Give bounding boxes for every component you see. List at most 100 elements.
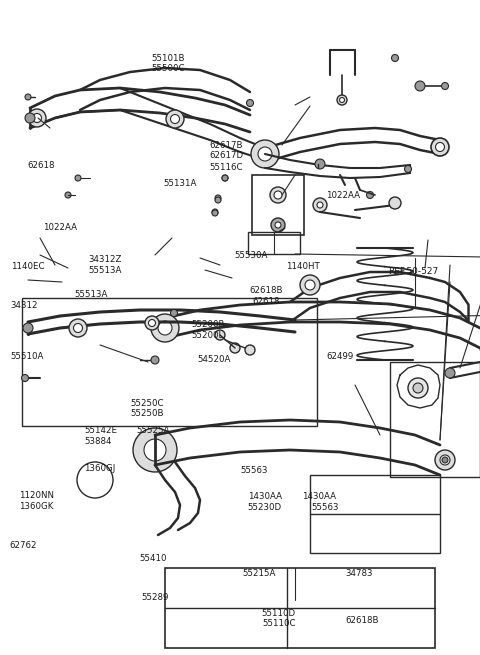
Text: 1022AA: 1022AA (43, 223, 77, 233)
Text: 1120NN: 1120NN (19, 491, 54, 500)
Text: 54520A: 54520A (198, 355, 231, 364)
Circle shape (270, 187, 286, 203)
Text: 55289: 55289 (142, 593, 169, 602)
Circle shape (442, 457, 448, 463)
Bar (310, 475, 440, 553)
Circle shape (317, 202, 323, 208)
Circle shape (251, 140, 279, 168)
Text: 55563: 55563 (240, 466, 267, 475)
Circle shape (23, 323, 33, 333)
Circle shape (170, 115, 180, 124)
Text: 55101B
55500C: 55101B 55500C (151, 54, 185, 73)
Text: 1430AA: 1430AA (248, 492, 282, 501)
Text: 1140EC: 1140EC (11, 262, 44, 271)
Circle shape (151, 356, 159, 364)
Circle shape (389, 197, 401, 209)
Text: 55510A: 55510A (11, 352, 44, 362)
Text: 55215A: 55215A (242, 569, 276, 578)
Circle shape (275, 222, 281, 228)
Circle shape (28, 109, 46, 127)
Text: 1360GK: 1360GK (19, 502, 54, 511)
Text: 34312Z: 34312Z (89, 255, 122, 264)
Circle shape (315, 159, 325, 169)
Circle shape (300, 275, 320, 295)
Bar (390, 362, 480, 477)
Circle shape (145, 316, 159, 330)
Circle shape (305, 280, 315, 290)
Text: 62499: 62499 (326, 352, 354, 362)
Circle shape (440, 455, 450, 465)
Circle shape (313, 198, 327, 212)
Text: 62762: 62762 (10, 541, 37, 550)
Circle shape (435, 450, 455, 470)
Text: 55525A: 55525A (137, 426, 170, 435)
Text: 62618B
62618: 62618B 62618 (250, 286, 283, 306)
Text: 55142E: 55142E (84, 426, 117, 435)
Bar (22, 298, 317, 426)
Circle shape (212, 209, 218, 215)
Circle shape (435, 143, 444, 151)
Text: 55513A: 55513A (74, 290, 108, 299)
Text: 62618B: 62618B (346, 616, 379, 626)
Text: 55200R
55200L: 55200R 55200L (191, 320, 225, 340)
Circle shape (144, 439, 166, 461)
Bar (252, 175, 304, 235)
Text: 55530A: 55530A (234, 251, 268, 260)
Text: 1140HT: 1140HT (286, 262, 319, 271)
Circle shape (73, 324, 83, 333)
Circle shape (258, 147, 272, 161)
Circle shape (245, 345, 255, 355)
Circle shape (215, 197, 221, 203)
Circle shape (133, 428, 177, 472)
Circle shape (413, 383, 423, 393)
Circle shape (408, 378, 428, 398)
Circle shape (392, 54, 398, 62)
Text: 55250C
55250B: 55250C 55250B (131, 399, 164, 419)
Circle shape (222, 175, 228, 181)
Text: 34783: 34783 (346, 569, 373, 578)
Circle shape (33, 113, 41, 122)
Circle shape (405, 166, 411, 172)
Circle shape (431, 138, 449, 156)
Text: 55410: 55410 (139, 554, 167, 563)
Circle shape (337, 95, 347, 105)
Circle shape (215, 195, 221, 201)
Circle shape (271, 218, 285, 232)
Circle shape (367, 191, 373, 198)
Text: 55110D
55110C: 55110D 55110C (262, 608, 296, 628)
Circle shape (230, 343, 240, 353)
Text: 55230D: 55230D (248, 503, 282, 512)
Circle shape (69, 319, 87, 337)
Circle shape (148, 320, 156, 326)
Circle shape (166, 110, 184, 128)
Text: 55513A: 55513A (89, 266, 122, 275)
Circle shape (445, 368, 455, 378)
Circle shape (25, 113, 35, 123)
Bar (165, 568, 435, 648)
Text: 62617B
62617D: 62617B 62617D (209, 141, 243, 160)
Circle shape (22, 375, 28, 381)
Circle shape (25, 94, 31, 100)
Text: 62618: 62618 (28, 160, 55, 170)
Circle shape (75, 175, 81, 181)
Circle shape (442, 83, 448, 90)
Circle shape (247, 100, 253, 107)
Text: 53884: 53884 (84, 437, 111, 446)
Text: 1022AA: 1022AA (326, 191, 360, 200)
Circle shape (274, 191, 282, 199)
Circle shape (339, 98, 345, 102)
Text: REF.50-527: REF.50-527 (388, 267, 438, 276)
Text: 55131A: 55131A (163, 179, 197, 188)
Circle shape (170, 310, 178, 316)
Text: 34312: 34312 (11, 301, 38, 310)
Circle shape (158, 321, 172, 335)
Circle shape (415, 81, 425, 91)
Text: 55116C: 55116C (209, 163, 243, 172)
Text: 55563: 55563 (311, 503, 338, 512)
Text: 1360GJ: 1360GJ (84, 464, 115, 473)
Text: 1430AA: 1430AA (302, 492, 336, 501)
Circle shape (222, 175, 228, 181)
Circle shape (212, 210, 218, 216)
Circle shape (151, 314, 179, 342)
Circle shape (262, 151, 268, 157)
